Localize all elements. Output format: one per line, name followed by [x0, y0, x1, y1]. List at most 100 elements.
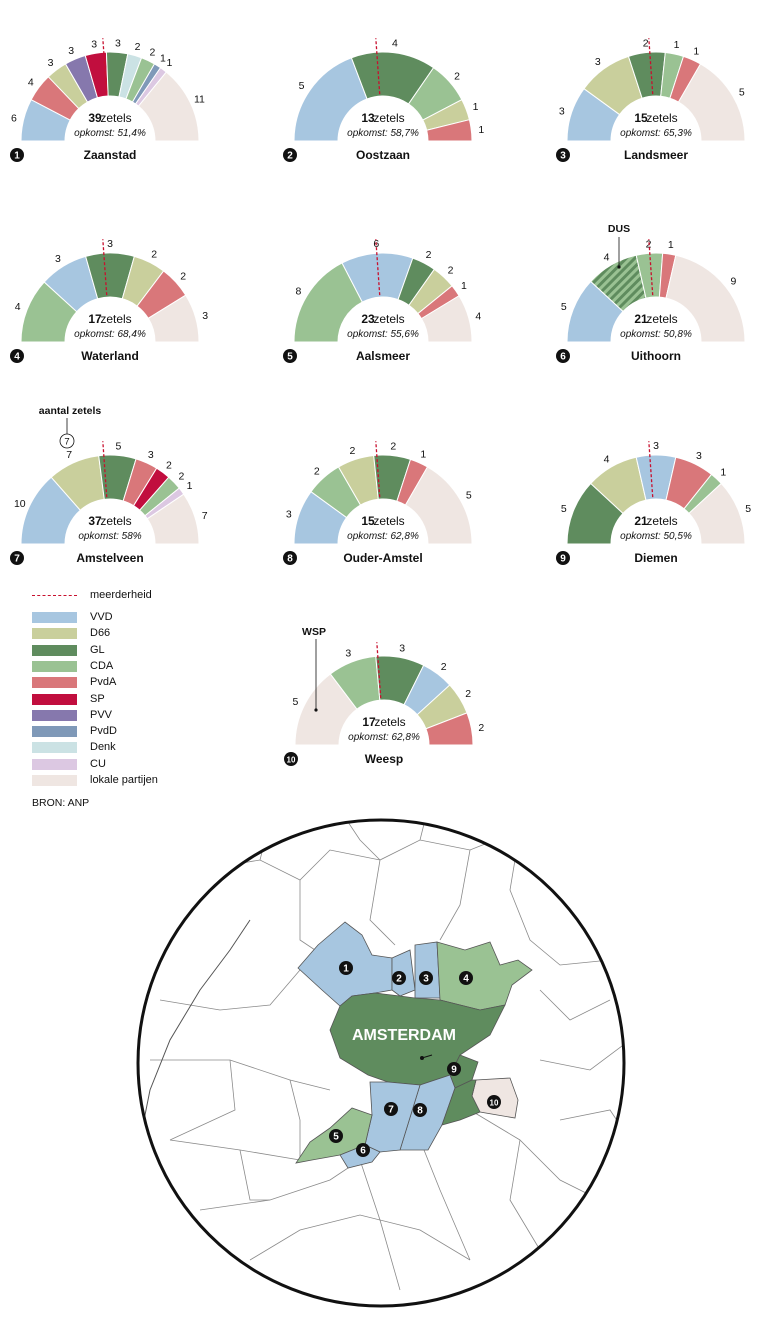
map-badge-icon: [356, 1143, 370, 1157]
segment-amstelveen-lokale-partijen: [146, 493, 200, 545]
turnout: opkomst: 50,5%: [620, 531, 692, 542]
seat-label: 4: [604, 453, 610, 465]
municipality-shape-amsterdam: [329, 992, 506, 1086]
segment-zaanstad-lokale-partijen: [137, 71, 200, 142]
majority-line: [648, 239, 654, 296]
seat-label: 1: [160, 52, 166, 64]
legend-item-denk: Denk: [32, 740, 252, 754]
seat-label: 3: [148, 449, 154, 461]
municipality-number: 2: [287, 151, 293, 162]
municipality-shape-gl-east: [441, 1079, 481, 1126]
municipality-number: 10: [287, 756, 296, 765]
seat-label: 5: [745, 503, 751, 515]
seat-label: 2: [426, 249, 432, 261]
seat-label: 3: [202, 310, 208, 322]
map-badge-icon: [392, 971, 406, 985]
majority-dash-icon: [32, 595, 77, 596]
majority-line: [102, 239, 108, 296]
seat-label: 1: [420, 449, 426, 461]
number-badge-icon: [556, 349, 570, 363]
seat-label: 5: [561, 301, 567, 313]
coastline: [139, 919, 251, 1141]
municipality-number: 6: [560, 352, 566, 363]
legend-item-pvv: PVV: [32, 708, 252, 722]
majority-line: [102, 38, 108, 95]
legend-swatch: [32, 758, 77, 770]
map-circle-frame: [136, 818, 626, 1308]
legend-label: Denk: [90, 741, 116, 754]
total-seats: 37: [88, 514, 102, 528]
seat-label: 1: [478, 124, 484, 136]
segment-landsmeer-lokale-partijen: [677, 63, 746, 142]
number-badge-icon: [10, 148, 24, 162]
seat-label: 2: [151, 248, 157, 260]
number-badge-icon: [556, 551, 570, 565]
map-badge-icon: [413, 1103, 427, 1117]
annotation-aantal-zetels: aantal zetels: [39, 405, 102, 417]
map-badge-icon: [487, 1095, 501, 1109]
seat-label: 1: [167, 57, 173, 69]
seat-label: 2: [465, 688, 471, 700]
municipality-number: 5: [287, 352, 293, 363]
legend-item-cda: CDA: [32, 659, 252, 673]
legend-swatch: [32, 709, 77, 721]
map-badge-icon: [459, 971, 473, 985]
municipality-number: 3: [560, 151, 566, 162]
seat-label: 4: [604, 251, 610, 263]
map-badge-number: 7: [388, 1105, 394, 1116]
seat-label: 2: [314, 465, 320, 477]
total-seats: 21: [634, 514, 648, 528]
majority-line: [375, 239, 381, 296]
map-badge-number: 8: [417, 1106, 423, 1117]
seat-label: 4: [15, 301, 21, 313]
number-badge-icon: [283, 148, 297, 162]
zetels-word: zetels: [100, 111, 131, 125]
seat-label: 7: [202, 510, 208, 522]
seat-label: 4: [475, 310, 481, 322]
legend-swatch: [32, 628, 77, 640]
annotation-dot: [617, 265, 621, 269]
legend-item-pvdd: PvdD: [32, 724, 252, 738]
majority-line: [376, 642, 382, 699]
municipality-name: Diemen: [634, 551, 677, 565]
seat-label: 3: [595, 56, 601, 68]
municipality-shape-waterland: [436, 941, 533, 1011]
zetels-word: zetels: [646, 111, 677, 125]
legend-swatch: [32, 775, 77, 786]
municipality-name: Landsmeer: [624, 148, 688, 162]
seat-label: 5: [466, 490, 472, 502]
segment-uithoorn-lokale-partijen: [665, 254, 746, 343]
amsterdam-dot: [420, 1056, 424, 1060]
seat-label: 2: [166, 459, 172, 471]
segment-ouder-amstel-lokale-partijen: [404, 466, 473, 545]
zetels-word: zetels: [373, 514, 404, 528]
map-badge-icon: [419, 971, 433, 985]
seat-label: 5: [561, 503, 567, 515]
legend-label: PVV: [90, 708, 113, 721]
turnout: opkomst: 58,7%: [347, 128, 419, 139]
municipality-shape-landsmeer: [414, 941, 441, 999]
turnout: opkomst: 55,6%: [347, 329, 419, 340]
municipality-name: Weesp: [365, 752, 403, 766]
legend-item-vvd: VVD: [32, 610, 252, 624]
legend-swatch: [32, 612, 77, 623]
seat-label: 2: [441, 661, 447, 673]
map-city-label: AMSTERDAM: [352, 1027, 456, 1044]
seat-label: 1: [693, 46, 699, 58]
municipality-name: Ouder-Amstel: [343, 551, 422, 565]
majority-line: [375, 38, 381, 95]
municipality-number: 7: [14, 554, 20, 565]
municipality-number: 8: [287, 554, 293, 565]
total-seats: 17: [88, 312, 102, 326]
majority-line: [648, 38, 654, 95]
segment-waterland-lokale-partijen: [147, 294, 200, 343]
legend-item-d66: D66: [32, 626, 252, 640]
map-badge-icon: [329, 1129, 343, 1143]
municipality-name: Uithoorn: [631, 349, 681, 363]
seat-label: 2: [150, 47, 156, 59]
annotation-wsp: WSP: [302, 626, 326, 638]
turnout: opkomst: 68,4%: [74, 329, 146, 340]
